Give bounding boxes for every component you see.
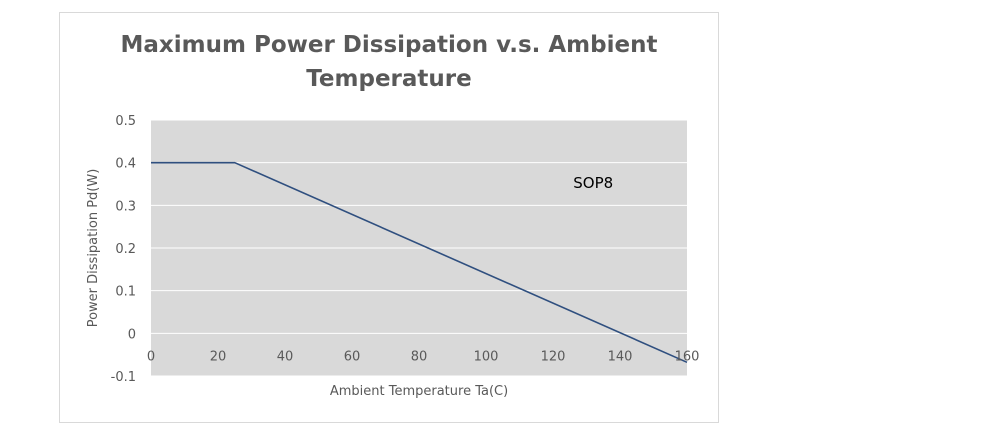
x-tick-label: 40 <box>277 349 294 364</box>
x-tick-label: 140 <box>608 349 633 364</box>
series-line <box>151 161 688 364</box>
x-tick-label: 120 <box>541 349 566 364</box>
gridlines <box>151 119 687 377</box>
chart-title-line-1: Maximum Power Dissipation v.s. Ambient <box>120 32 658 58</box>
y-axis-ticks: 0.5 0.4 0.3 0.2 0.1 0 -0.1 <box>111 114 136 385</box>
annotations-layer: SOP8 <box>573 174 613 192</box>
x-tick-label: 20 <box>210 349 227 364</box>
x-tick-label: 100 <box>474 349 499 364</box>
y-axis-label: Power Dissipation Pd(W) <box>86 169 101 328</box>
y-tick-label: 0.1 <box>115 285 136 300</box>
x-tick-label: 60 <box>344 349 361 364</box>
x-tick-label: 0 <box>147 349 155 364</box>
chart-title-line-2: Temperature <box>306 66 472 92</box>
x-tick-label: 80 <box>411 349 428 364</box>
y-tick-label: -0.1 <box>111 370 136 385</box>
x-axis-label: Ambient Temperature Ta(C) <box>330 384 508 399</box>
x-axis-ticks: 0 20 40 60 80 100 120 140 160 <box>147 349 700 364</box>
y-tick-label: 0 <box>128 327 136 342</box>
y-tick-label: 0.4 <box>115 157 136 172</box>
annotation-label: SOP8 <box>573 174 613 192</box>
y-tick-label: 0.3 <box>115 199 136 214</box>
y-tick-label: 0.5 <box>115 114 136 129</box>
y-tick-label: 0.2 <box>115 242 136 257</box>
x-tick-label: 160 <box>675 349 700 364</box>
chart-title: Maximum Power Dissipation v.s. Ambient T… <box>59 28 719 96</box>
series-layer <box>151 161 688 364</box>
